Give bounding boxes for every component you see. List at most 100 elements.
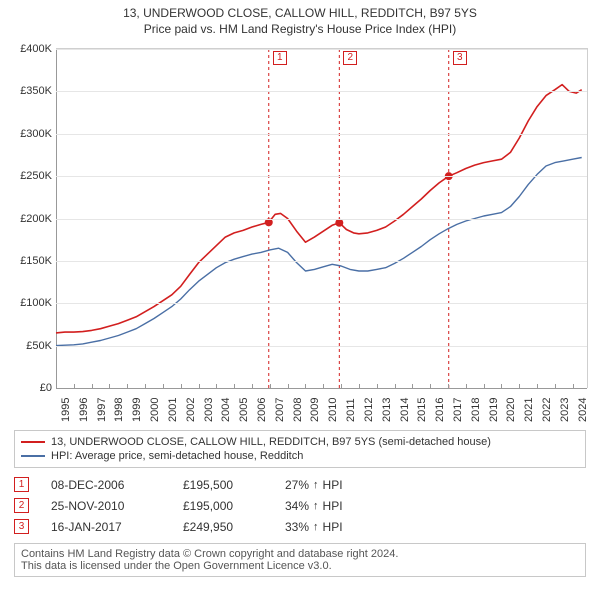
sale-marker-box: 3 [14,519,29,534]
x-axis-labels: 1995199619971998199920002001200220032004… [56,388,588,422]
x-tick [466,384,467,388]
x-tick [519,384,520,388]
x-tick [501,384,502,388]
sales-row: 3 16-JAN-2017 £249,950 33% ↑ HPI [14,516,586,537]
x-axis-label: 2018 [470,398,472,422]
chart-container: 13, UNDERWOOD CLOSE, CALLOW HILL, REDDIT… [0,0,600,590]
arrow-up-icon: ↑ [313,521,319,533]
x-axis-label: 2024 [577,398,579,422]
x-axis-label: 2023 [559,398,561,422]
title-line-2: Price paid vs. HM Land Registry's House … [8,22,592,36]
y-axis-label: £350K [8,85,52,97]
gridline [56,49,587,50]
x-tick [127,384,128,388]
x-axis-label: 2016 [434,398,436,422]
sale-price: £195,500 [183,478,263,492]
x-tick [181,384,182,388]
x-tick [163,384,164,388]
x-axis-label: 2007 [274,398,276,422]
y-axis-label: £300K [8,128,52,140]
x-axis-label: 1996 [78,398,80,422]
x-axis-label: 2003 [203,398,205,422]
x-tick [377,384,378,388]
x-tick [484,384,485,388]
gridline [56,91,587,92]
x-axis-label: 2001 [167,398,169,422]
legend-swatch [21,455,45,457]
x-axis-label: 2017 [452,398,454,422]
x-axis-label: 2019 [488,398,490,422]
x-tick [145,384,146,388]
x-axis-label: 2004 [220,398,222,422]
x-axis-label: 2022 [541,398,543,422]
sales-row: 1 08-DEC-2006 £195,500 27% ↑ HPI [14,474,586,495]
title-line-1: 13, UNDERWOOD CLOSE, CALLOW HILL, REDDIT… [8,6,592,20]
legend-item: 13, UNDERWOOD CLOSE, CALLOW HILL, REDDIT… [21,435,579,449]
x-tick [199,384,200,388]
x-axis-label: 1998 [113,398,115,422]
x-tick [92,384,93,388]
series-line-price_paid [56,85,582,333]
sale-diff: 34% ↑ HPI [285,499,343,513]
x-tick [555,384,556,388]
x-axis-label: 2014 [399,398,401,422]
sales-row: 2 25-NOV-2010 £195,000 34% ↑ HPI [14,495,586,516]
y-axis-label: £50K [8,340,52,352]
sale-diff: 33% ↑ HPI [285,520,343,534]
x-axis-label: 2002 [185,398,187,422]
sale-marker-label: 3 [453,51,467,65]
sale-marker-dot [265,218,273,226]
x-axis-label: 2008 [292,398,294,422]
sale-price: £249,950 [183,520,263,534]
sale-marker-label: 2 [343,51,357,65]
legend-label: 13, UNDERWOOD CLOSE, CALLOW HILL, REDDIT… [51,436,491,448]
footer-line-1: Contains HM Land Registry data © Crown c… [21,548,579,560]
x-axis-label: 2006 [256,398,258,422]
x-axis-label: 1997 [96,398,98,422]
x-tick [305,384,306,388]
x-axis-label: 1999 [131,398,133,422]
x-tick [395,384,396,388]
sale-date: 25-NOV-2010 [51,499,161,513]
sale-marker-box: 2 [14,498,29,513]
x-tick [430,384,431,388]
x-axis-label: 1995 [60,398,62,422]
x-tick [56,384,57,388]
sale-date: 08-DEC-2006 [51,478,161,492]
y-axis-label: £0 [8,382,52,394]
gridline [56,176,587,177]
x-tick [537,384,538,388]
y-axis-label: £200K [8,213,52,225]
sale-marker-box: 1 [14,477,29,492]
legend: 13, UNDERWOOD CLOSE, CALLOW HILL, REDDIT… [14,430,586,468]
arrow-up-icon: ↑ [313,500,319,512]
sale-date: 16-JAN-2017 [51,520,161,534]
sales-table: 1 08-DEC-2006 £195,500 27% ↑ HPI 2 25-NO… [14,474,586,537]
gridline [56,346,587,347]
x-axis-label: 2013 [381,398,383,422]
gridline [56,134,587,135]
sale-price: £195,000 [183,499,263,513]
legend-swatch [21,441,45,443]
x-axis-label: 2009 [309,398,311,422]
title-block: 13, UNDERWOOD CLOSE, CALLOW HILL, REDDIT… [0,0,600,38]
x-axis-label: 2021 [523,398,525,422]
footer-line-2: This data is licensed under the Open Gov… [21,560,579,572]
x-tick [216,384,217,388]
x-axis-label: 2020 [505,398,507,422]
gridline [56,303,587,304]
x-axis-label: 2005 [238,398,240,422]
y-axis-label: £250K [8,170,52,182]
y-axis-label: £100K [8,297,52,309]
y-axis-label: £150K [8,255,52,267]
sale-marker-dot [335,219,343,227]
x-axis-label: 2010 [327,398,329,422]
chart-area: £0£50K£100K£150K£200K£250K£300K£350K£400… [8,42,592,422]
x-tick [573,384,574,388]
legend-item: HPI: Average price, semi-detached house,… [21,449,579,463]
gridline [56,261,587,262]
x-axis-label: 2012 [363,398,365,422]
sale-diff: 27% ↑ HPI [285,478,343,492]
x-tick [359,384,360,388]
x-tick [109,384,110,388]
